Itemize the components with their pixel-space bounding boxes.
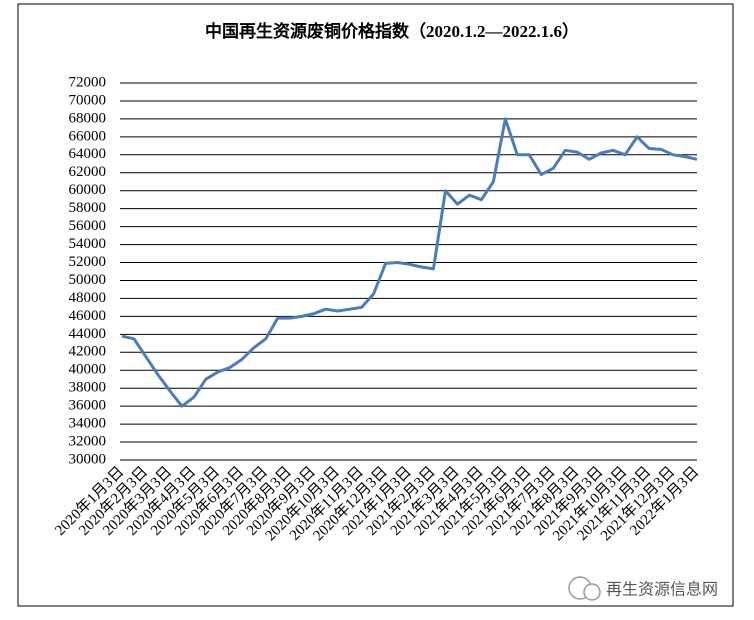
y-tick-label: 54000: [69, 236, 107, 252]
y-tick-label: 60000: [69, 182, 107, 198]
data-line: [121, 117, 698, 408]
y-tick-label: 42000: [69, 344, 107, 360]
y-tick-label: 34000: [69, 416, 107, 432]
y-tick-label: 72000: [69, 74, 107, 90]
y-tick-label: 30000: [69, 451, 107, 467]
watermark: 再生资源信息网: [606, 580, 718, 599]
chart-title: 中国再生资源废铜价格指数（2020.1.2—2022.1.6）: [205, 21, 579, 41]
y-tick-label: 64000: [69, 146, 107, 162]
y-tick-label: 68000: [69, 110, 107, 126]
y-tick-label: 66000: [69, 128, 107, 144]
y-tick-label: 62000: [69, 164, 107, 180]
y-tick-label: 38000: [69, 380, 107, 396]
y-tick-label: 52000: [69, 254, 107, 270]
y-tick-label: 46000: [69, 308, 107, 324]
y-tick-label: 32000: [69, 433, 107, 449]
y-tick-label: 70000: [69, 92, 107, 108]
y-tick-label: 40000: [69, 362, 107, 378]
watermark-icon: [568, 576, 601, 601]
y-tick-label: 44000: [69, 326, 107, 342]
y-tick-label: 36000: [69, 398, 107, 414]
y-tick-label: 58000: [69, 200, 107, 216]
y-tick-label: 48000: [69, 290, 107, 306]
y-tick-label: 56000: [69, 218, 107, 234]
y-tick-label: 50000: [69, 272, 107, 288]
chart-frame: [17, 3, 734, 607]
